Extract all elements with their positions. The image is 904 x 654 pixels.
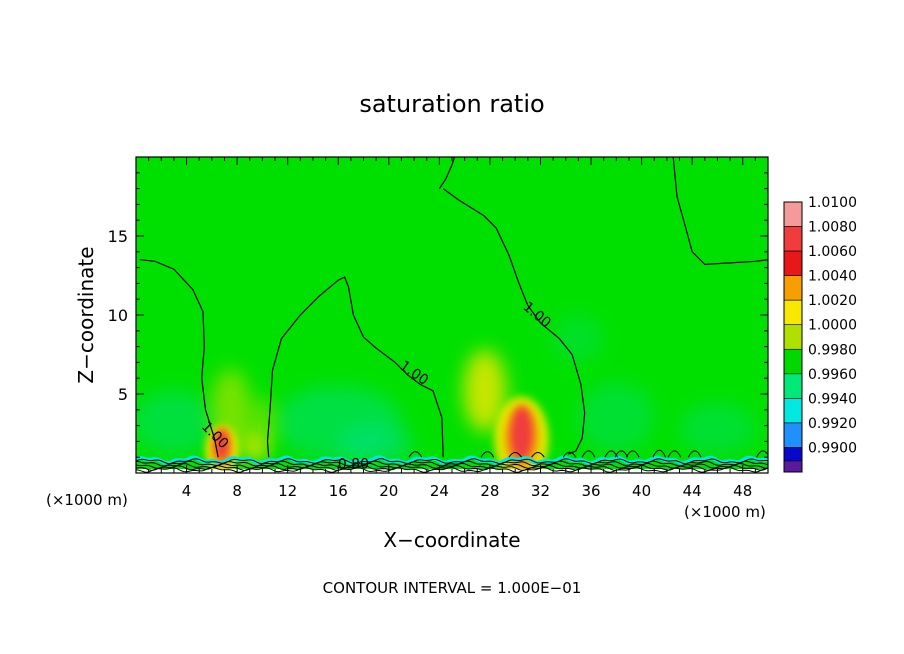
colorbar-swatch bbox=[783, 398, 803, 424]
surface-bump bbox=[652, 449, 667, 458]
x-tick-label: 32 bbox=[531, 482, 550, 500]
colorbar-swatch bbox=[783, 201, 803, 227]
contour-line bbox=[442, 188, 586, 455]
x-tick-label: 8 bbox=[232, 482, 242, 500]
terrain-contour bbox=[136, 466, 768, 473]
y-tick-label: 10 bbox=[108, 306, 128, 325]
y-tick-label: 5 bbox=[118, 385, 128, 404]
colorbar-swatch bbox=[783, 226, 803, 252]
hotspot-core bbox=[510, 406, 533, 461]
x-tick-label: 4 bbox=[182, 482, 192, 500]
x-unit-left: (×1000 m) bbox=[46, 491, 128, 509]
colorbar-swatch bbox=[783, 275, 803, 301]
colorbar-swatch bbox=[783, 250, 803, 276]
colorbar-label: 0.9940 bbox=[808, 391, 857, 407]
contour-line bbox=[139, 259, 219, 458]
colorbar-swatch bbox=[783, 422, 803, 448]
contour-line bbox=[438, 157, 456, 189]
colorbar-label: 1.0040 bbox=[808, 269, 857, 285]
terrain-contour bbox=[136, 464, 768, 471]
surface-bump bbox=[625, 450, 640, 458]
colorbar-frame bbox=[783, 201, 803, 473]
surface-bump bbox=[508, 451, 522, 458]
colorbar-label: 1.0000 bbox=[808, 318, 857, 334]
field-patch bbox=[679, 403, 756, 455]
x-tick-label: 20 bbox=[379, 482, 398, 500]
y-tick-labels: 5 10 15 bbox=[108, 227, 128, 404]
contour-label: 0.80 bbox=[338, 456, 369, 472]
surface-bump bbox=[614, 450, 629, 458]
colorbar: 1.0100 1.0080 1.0060 1.0040 1.0020 1.0000 0.99… bbox=[783, 195, 857, 473]
axis-ticks bbox=[136, 157, 768, 473]
colorbar-label: 0.9980 bbox=[808, 342, 857, 358]
warm-plume bbox=[242, 433, 265, 462]
contour-interval-note: CONTOUR INTERVAL = 1.000E−01 bbox=[323, 579, 582, 597]
surface-bump bbox=[687, 450, 702, 458]
terrain-contour bbox=[136, 458, 768, 465]
x-unit-right: (×1000 m) bbox=[684, 503, 766, 521]
contour-lines bbox=[139, 157, 768, 458]
x-tick-label: 44 bbox=[683, 482, 702, 500]
x-tick-label: 28 bbox=[480, 482, 499, 500]
surface-bump bbox=[480, 451, 495, 458]
colorbar-label: 1.0100 bbox=[808, 195, 857, 211]
colorbar-label: 0.9960 bbox=[808, 367, 857, 383]
colorbar-label: 0.9920 bbox=[808, 416, 857, 432]
colorbar-swatch bbox=[783, 324, 803, 350]
contour-line bbox=[672, 157, 768, 266]
surface-bump bbox=[667, 450, 682, 458]
x-tick-label: 16 bbox=[329, 482, 348, 500]
y-tick-label: 15 bbox=[108, 227, 128, 246]
colorbar-swatch-bottom bbox=[783, 460, 803, 473]
colorbar-swatch bbox=[783, 299, 803, 326]
chart-title: saturation ratio bbox=[359, 90, 544, 118]
y-axis-label: Z−coordinate bbox=[74, 246, 98, 383]
contour-line bbox=[266, 276, 444, 458]
colorbar-swatch bbox=[783, 348, 803, 375]
terrain-contour bbox=[136, 460, 768, 467]
surface-bump bbox=[562, 451, 577, 458]
x-tick-label: 40 bbox=[632, 482, 651, 500]
field-patch bbox=[553, 315, 604, 363]
x-tick-label: 48 bbox=[733, 482, 752, 500]
colorbar-label: 1.0020 bbox=[808, 293, 857, 309]
colorbar-label: 0.9900 bbox=[808, 440, 857, 456]
colorbar-label: 1.0060 bbox=[808, 244, 857, 260]
surface-bump bbox=[581, 450, 596, 458]
surface-bump bbox=[408, 451, 423, 458]
field-patch bbox=[338, 425, 415, 464]
x-axis-label: X−coordinate bbox=[383, 528, 520, 552]
x-tick-label: 12 bbox=[278, 482, 297, 500]
warm-plume bbox=[463, 349, 507, 432]
field-patch bbox=[136, 390, 215, 455]
x-tick-label: 36 bbox=[581, 482, 600, 500]
field-patch bbox=[578, 382, 655, 453]
x-tick-labels: 4 8 12 16 20 24 28 32 36 40 44 48 bbox=[182, 482, 752, 500]
surface-bump bbox=[756, 450, 768, 458]
colorbar-swatch bbox=[783, 373, 803, 399]
hotspot-core bbox=[215, 428, 229, 461]
surface-bump bbox=[531, 451, 545, 458]
x-tick-label: 24 bbox=[430, 482, 449, 500]
colorbar-label: 1.0080 bbox=[808, 220, 857, 236]
